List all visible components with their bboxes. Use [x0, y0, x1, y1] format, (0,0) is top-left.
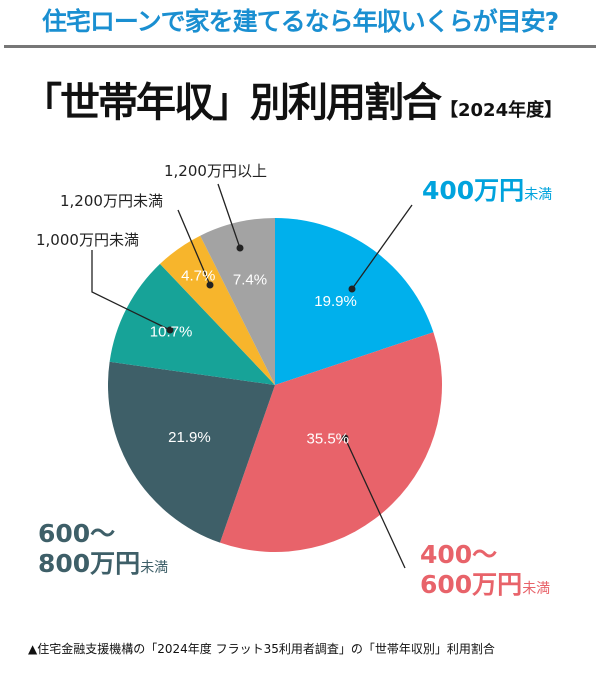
pie-slice-1: [219, 332, 443, 553]
leader-dot-0: [348, 285, 356, 293]
leader-line-4: [177, 209, 211, 286]
footnote: ▲住宅金融支援機構の「2024年度 フラット35利用者調査」の「世帯年収別」利用…: [28, 642, 495, 656]
chart-title: 「世帯年収」別利用割合【2024年度】: [22, 70, 562, 128]
pie-slice-4: [160, 235, 275, 385]
leader-line-5: [217, 183, 241, 249]
leader-line-0: [351, 204, 413, 290]
subtitle: 【2024年度】: [440, 100, 563, 121]
leader-dot-4: [206, 281, 214, 289]
leader-line-1: [344, 437, 406, 569]
headline: 住宅ローンで家を建てるなら年収いくらが目安?: [41, 7, 559, 36]
slice-label-4: 4.7%: [181, 268, 215, 285]
pie-slice-5: [200, 218, 275, 385]
leader-dot-5: [236, 244, 244, 252]
slice-label-1: 35.5%: [306, 431, 349, 448]
label-1200-under: 1,200万円未満: [60, 192, 163, 210]
leader-line-3: [91, 250, 171, 331]
label-1000-under: 1,000万円未満: [36, 231, 139, 249]
slice-label-2: 21.9%: [168, 429, 211, 446]
label-400-under: 400万円未満: [422, 176, 553, 205]
title-text: 「世帯年収」別利用割合: [22, 80, 442, 126]
pie-slice-3: [109, 263, 276, 385]
pie-slice-0: [275, 218, 434, 385]
pie-slice-2: [108, 361, 276, 543]
slice-label-0: 19.9%: [314, 293, 357, 310]
slice-label-3: 10.7%: [150, 323, 193, 340]
label-1200-over: 1,200万円以上: [164, 162, 267, 180]
label-600-800: 600〜 800万円未満: [38, 519, 169, 578]
slice-label-5: 7.4%: [233, 271, 267, 288]
leader-dot-3: [166, 326, 174, 334]
divider: [4, 45, 596, 48]
leader-dot-1: [341, 434, 349, 442]
label-400-600: 400〜 600万円未満: [420, 540, 551, 599]
